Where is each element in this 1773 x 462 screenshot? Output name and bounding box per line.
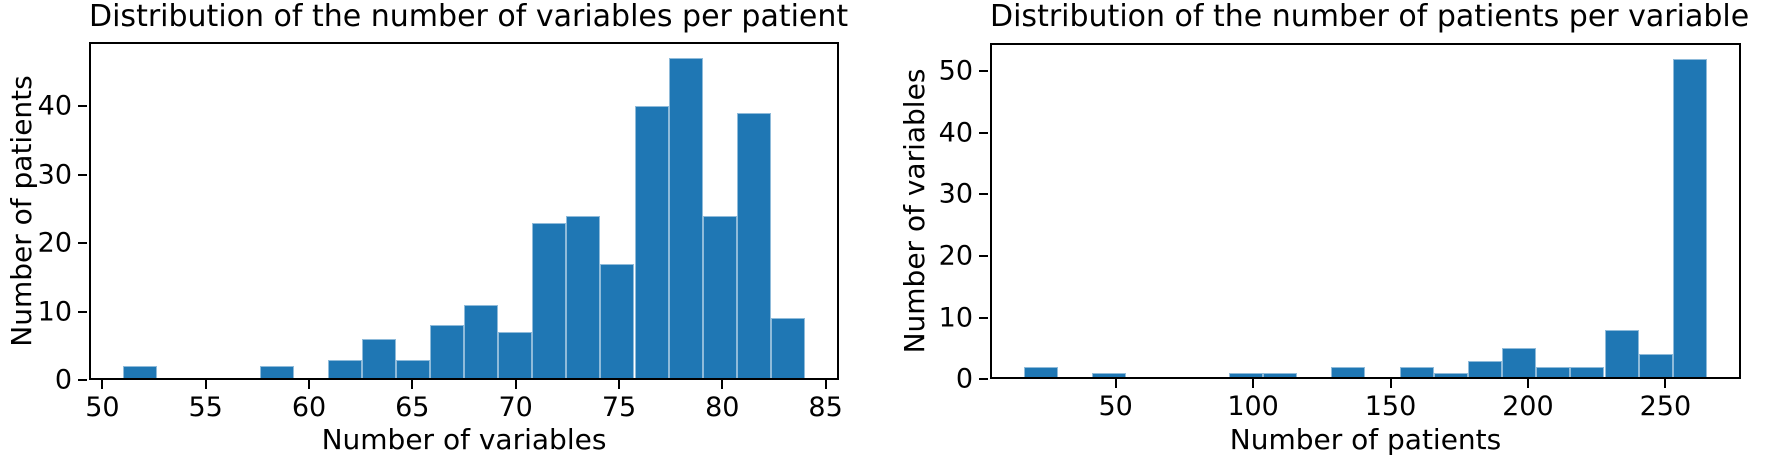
histogram-bar xyxy=(1638,354,1673,379)
y-tick-label: 10 xyxy=(938,302,973,333)
y-tick-mark xyxy=(78,379,87,381)
y-tick-label: 40 xyxy=(938,117,973,149)
x-tick-mark xyxy=(721,380,724,389)
x-tick-mark xyxy=(1114,379,1117,388)
histogram-bar xyxy=(1229,372,1264,379)
plot-area: 50 55 60 65 70 75 80 85 0 10 20 30 40 xyxy=(38,42,843,421)
x-tick-label: 200 xyxy=(1502,391,1554,422)
y-tick-label: 20 xyxy=(37,227,72,259)
x-tick-mark xyxy=(411,380,414,389)
chart-title: Distribution of the number of patients p… xyxy=(990,0,1750,34)
x-tick-mark xyxy=(1389,379,1392,388)
y-tick-label: 30 xyxy=(37,159,72,190)
y-tick-label: 10 xyxy=(37,296,72,327)
histogram-bar xyxy=(361,338,396,380)
histogram-bar xyxy=(327,359,362,380)
x-tick-label: 65 xyxy=(395,392,430,423)
x-tick-label: 50 xyxy=(1098,391,1133,422)
y-tick-mark xyxy=(78,173,87,176)
histogram-bar xyxy=(498,332,533,380)
x-tick-label: 150 xyxy=(1364,391,1417,422)
histogram-bar xyxy=(1263,372,1298,379)
x-tick-label: 80 xyxy=(705,392,740,423)
x-tick-label: 60 xyxy=(291,392,327,423)
plot-area: 50 100 150 200 250 0 10 20 30 40 50 xyxy=(939,43,1741,420)
y-tick-mark xyxy=(78,242,87,244)
histogram-bar xyxy=(1399,366,1434,379)
y-tick-mark xyxy=(979,193,988,196)
histogram-bar xyxy=(395,359,430,380)
y-tick-mark xyxy=(979,316,988,319)
x-tick-mark xyxy=(1526,379,1529,388)
y-tick-label: 40 xyxy=(37,90,72,122)
x-axis-label: Number of patients xyxy=(1229,423,1502,456)
x-tick-mark xyxy=(308,380,310,389)
y-tick-mark xyxy=(979,378,988,380)
histogram-bar xyxy=(1570,366,1605,379)
y-tick-label: 30 xyxy=(938,178,973,210)
histogram-bar xyxy=(736,112,771,380)
histogram-bar xyxy=(429,325,464,380)
histogram-bar xyxy=(1024,366,1059,379)
x-tick-mark xyxy=(101,380,104,389)
histogram-bar xyxy=(1536,366,1571,379)
x-tick-label: 55 xyxy=(188,392,223,423)
histogram-bar xyxy=(1672,59,1707,379)
histogram-bar xyxy=(668,58,703,380)
histogram-bar xyxy=(1502,348,1537,379)
x-tick-label: 85 xyxy=(808,392,843,423)
y-tick-mark xyxy=(979,254,988,257)
y-tick-label: 50 xyxy=(938,55,973,87)
histogram-bar xyxy=(770,318,805,380)
histogram-bar xyxy=(634,106,669,380)
histogram-bar xyxy=(1604,329,1639,379)
y-tick-mark xyxy=(979,131,988,134)
bars-layer xyxy=(990,43,1741,379)
histogram-bar xyxy=(566,215,601,380)
histogram-bar xyxy=(600,263,635,380)
histogram-bar xyxy=(532,222,567,380)
y-tick-label: 0 xyxy=(54,364,72,396)
x-tick-mark xyxy=(204,380,207,389)
plot-frame xyxy=(89,42,839,380)
x-tick-mark xyxy=(514,380,517,389)
y-axis-label: Number of variables xyxy=(898,68,931,354)
histogram-bar xyxy=(259,366,294,380)
x-tick-label: 50 xyxy=(85,392,120,423)
bars-layer xyxy=(89,42,839,380)
x-axis-label: Number of variables xyxy=(321,423,607,456)
x-tick-label: 70 xyxy=(498,392,533,423)
histogram-bar xyxy=(702,215,737,380)
x-tick-label: 250 xyxy=(1639,391,1692,422)
histogram-bar xyxy=(123,366,158,380)
y-tick-mark xyxy=(979,70,988,73)
x-tick-mark xyxy=(824,380,827,389)
chart-title: Distribution of the number of variables … xyxy=(89,0,849,34)
y-tick-label: 20 xyxy=(938,240,973,272)
y-axis-label: Number of patients xyxy=(5,75,38,347)
y-tick-label: 0 xyxy=(955,363,973,395)
plot-frame xyxy=(990,43,1741,379)
x-tick-label: 100 xyxy=(1227,391,1279,422)
x-tick-mark xyxy=(1252,379,1255,388)
histogram-bar xyxy=(1331,366,1366,379)
x-tick-label: 75 xyxy=(601,392,637,423)
histogram-bar xyxy=(1467,360,1502,379)
y-tick-mark xyxy=(78,310,87,313)
histogram-bar xyxy=(1433,372,1468,379)
y-tick-mark xyxy=(78,105,87,107)
histogram-bar xyxy=(1092,372,1127,379)
histogram-bar xyxy=(464,304,499,380)
x-tick-mark xyxy=(618,380,620,389)
x-tick-mark xyxy=(1664,379,1667,388)
